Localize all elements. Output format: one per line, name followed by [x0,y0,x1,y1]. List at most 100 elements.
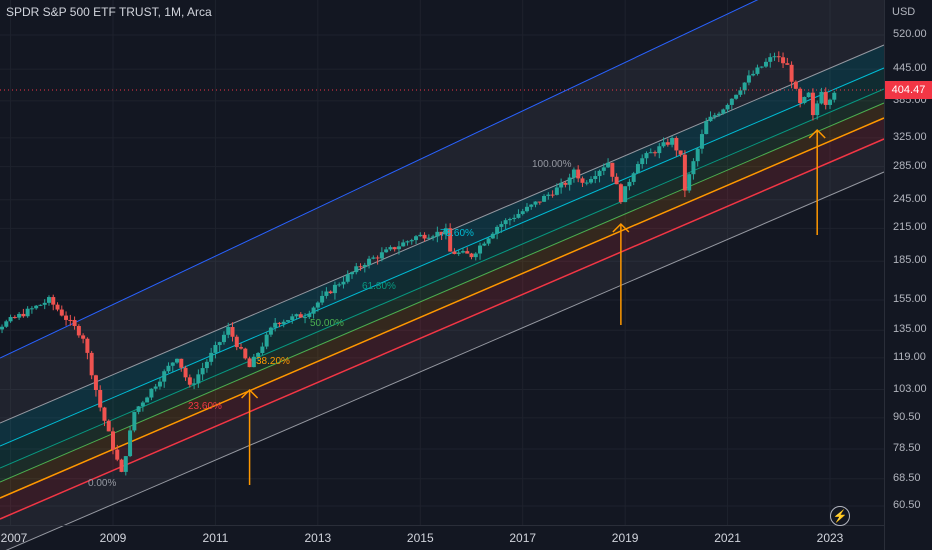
x-tick-label: 2023 [816,531,844,545]
candle-body [670,137,675,145]
candle-body [17,313,22,318]
candle-body [507,218,512,221]
candle-body [294,314,299,317]
fib-band-50 [0,89,884,482]
candle-body [529,204,534,207]
candle-body [435,231,440,237]
candle-body [695,148,700,162]
candle-body [687,174,692,191]
candle-body [136,406,141,412]
candle-body [648,152,653,154]
candle-body [85,338,90,353]
candle-body [68,319,73,321]
candle-body [350,272,354,275]
candle-body [132,411,137,431]
candle-body [533,201,538,205]
y-tick-label: 119.00 [893,350,926,363]
candle-body [495,226,500,234]
candle-body [72,319,77,327]
fib-line-4 [0,88,885,469]
candle-body [21,313,26,317]
candle-body [734,94,739,99]
candle-body [384,249,389,253]
candle-body [140,402,145,407]
candle-body [520,211,525,214]
candle-body [89,352,94,376]
candle-body [422,234,427,239]
x-tick-label: 2017 [509,531,537,545]
candle-body [490,233,495,239]
x-tick-label: 2009 [99,531,127,545]
candle-body [576,169,581,179]
candle-body [708,116,713,122]
candle-body [691,161,696,175]
candle-body [729,98,734,105]
candle-body [166,365,171,372]
candle-body [606,162,611,168]
candle-body [559,182,564,188]
candle-body [819,91,824,104]
candle-body [401,242,406,247]
candle-body [465,251,470,254]
candle-body [320,295,325,303]
fib-label: 61.80% [362,281,396,292]
candle-body [200,368,205,375]
candle-body [763,61,768,67]
candle-body [204,361,209,369]
candle-body [119,459,124,472]
x-tick-label: 2019 [611,531,639,545]
candle-body [456,252,461,254]
candle-body [704,121,709,135]
candle-body [751,73,756,76]
candle-body [580,178,585,183]
candle-body [614,176,619,185]
tradingview-logo-icon[interactable]: ⚡ [830,506,850,526]
candle-body [661,142,666,147]
candle-body [426,237,431,239]
candle-body [388,247,393,250]
candle-body [593,176,598,180]
candle-body [230,327,235,337]
candle-body [234,336,239,348]
candle-body [311,307,316,314]
fib-band-382 [0,103,884,498]
candle-body [542,195,547,202]
arrow-head [808,128,826,139]
candle-body [0,326,5,330]
candle-body [268,327,273,335]
candle-body [55,304,60,310]
candle-body [128,430,133,457]
y-tick-label: 78.50 [893,441,921,454]
arrow-head [612,222,630,233]
candle-body [755,67,760,74]
candle-body [725,104,730,110]
fib-line-1 [0,138,885,520]
candle-body [29,308,34,310]
candle-body [187,377,192,385]
fib-band-236 [0,118,884,519]
y-tick-label: 245.00 [893,192,927,205]
candle-body [328,291,333,294]
candle-body [717,113,722,116]
y-tick-label: 135.00 [893,323,927,336]
candle-body [644,153,649,159]
candle-body [145,397,150,403]
x-tick-label: 2015 [406,531,434,545]
candle-body [665,142,670,145]
candle-body [345,274,350,282]
x-tick-label: 2011 [202,531,229,545]
candle-body [414,236,419,241]
candle-body [76,326,81,336]
candle-body [358,266,363,268]
candle-body [298,314,303,318]
candle-body [106,420,111,432]
y-tick-label: 68.50 [893,471,921,484]
candle-body [213,345,218,353]
candle-body [157,381,162,387]
candle-body [25,308,30,317]
candle-body [768,57,773,62]
candle-body [247,358,252,368]
candle-body [802,97,807,103]
candle-body [170,362,175,366]
